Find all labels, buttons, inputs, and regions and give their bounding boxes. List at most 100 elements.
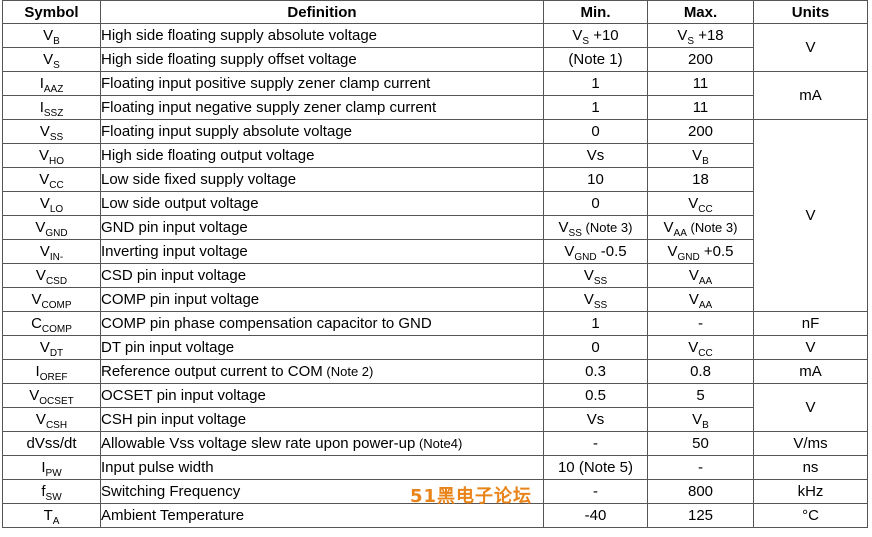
max-cell: VGND +0.5 xyxy=(647,239,754,264)
min-cell: VGND -0.5 xyxy=(543,239,648,264)
definition-cell: COMP pin phase compensation capacitor to… xyxy=(100,311,544,336)
table-row: VCSH CSH pin input voltage Vs VB xyxy=(2,407,868,432)
units-cell: nF xyxy=(753,311,868,336)
max-cell: 50 xyxy=(647,431,754,456)
max-cell: VAA xyxy=(647,287,754,312)
min-cell: Vs xyxy=(543,143,648,168)
table-row: VHO High side floating output voltage Vs… xyxy=(2,143,868,168)
max-cell: 125 xyxy=(647,503,754,528)
symbol-cell: VS xyxy=(2,47,101,72)
definition-cell: Allowable Vss voltage slew rate upon pow… xyxy=(100,431,544,456)
definition-cell: OCSET pin input voltage xyxy=(100,383,544,408)
max-cell: 800 xyxy=(647,479,754,504)
symbol-cell: fSW xyxy=(2,479,101,504)
table-row: VDT DT pin input voltage 0 VCC V xyxy=(2,335,868,360)
definition-cell: DT pin input voltage xyxy=(100,335,544,360)
max-cell: 11 xyxy=(647,71,754,96)
symbol-cell: VSS xyxy=(2,119,101,144)
header-row: Symbol Definition Min. Max. Units xyxy=(2,0,868,24)
symbol-cell: VCC xyxy=(2,167,101,192)
ratings-table: Symbol Definition Min. Max. Units VB Hig… xyxy=(2,0,868,528)
header-min: Min. xyxy=(543,0,648,24)
max-cell: VAA (Note 3) xyxy=(647,215,754,240)
table-row: VCC Low side fixed supply voltage 10 18 xyxy=(2,167,868,192)
definition-cell: Ambient Temperature xyxy=(100,503,544,528)
max-cell: 11 xyxy=(647,95,754,120)
definition-cell: GND pin input voltage xyxy=(100,215,544,240)
symbol-cell: VLO xyxy=(2,191,101,216)
min-cell: - xyxy=(543,431,648,456)
max-cell: 18 xyxy=(647,167,754,192)
symbol-cell: IPW xyxy=(2,455,101,480)
definition-cell: CSH pin input voltage xyxy=(100,407,544,432)
definition-cell: Low side output voltage xyxy=(100,191,544,216)
min-cell: 0 xyxy=(543,119,648,144)
definition-cell: Reference output current to COM (Note 2) xyxy=(100,359,544,384)
symbol-cell: VB xyxy=(2,23,101,48)
min-cell: Vs xyxy=(543,407,648,432)
min-cell: 1 xyxy=(543,311,648,336)
table-row: fSW Switching Frequency - 800 kHz xyxy=(2,479,868,504)
symbol-cell: VDT xyxy=(2,335,101,360)
units-cell: V/ms xyxy=(753,431,868,456)
units-cell: V xyxy=(753,119,868,312)
min-cell: VS +10 xyxy=(543,23,648,48)
min-cell: VSS xyxy=(543,263,648,288)
min-cell: 10 (Note 5) xyxy=(543,455,648,480)
watermark-text: 51黑电子论坛 xyxy=(410,486,533,507)
units-cell: V xyxy=(753,335,868,360)
max-cell: - xyxy=(647,455,754,480)
symbol-cell: VCSD xyxy=(2,263,101,288)
definition-cell: CSD pin input voltage xyxy=(100,263,544,288)
min-cell: -40 xyxy=(543,503,648,528)
header-symbol: Symbol xyxy=(2,0,101,24)
definition-cell: High side floating supply offset voltage xyxy=(100,47,544,72)
symbol-cell: VHO xyxy=(2,143,101,168)
min-cell: 0 xyxy=(543,191,648,216)
table-row: dVss/dt Allowable Vss voltage slew rate … xyxy=(2,431,868,456)
min-cell: 0.5 xyxy=(543,383,648,408)
definition-cell: Input pulse width xyxy=(100,455,544,480)
min-cell: 0 xyxy=(543,335,648,360)
table-row: VGND GND pin input voltage VSS (Note 3) … xyxy=(2,215,868,240)
min-cell: 1 xyxy=(543,95,648,120)
table-row: IPW Input pulse width 10 (Note 5) - ns xyxy=(2,455,868,480)
units-cell: V xyxy=(753,383,868,432)
max-cell: 200 xyxy=(647,119,754,144)
symbol-cell: CCOMP xyxy=(2,311,101,336)
symbol-cell: TA xyxy=(2,503,101,528)
max-cell: VB xyxy=(647,143,754,168)
table-row: VS High side floating supply offset volt… xyxy=(2,47,868,72)
table-row: VCSD CSD pin input voltage VSS VAA xyxy=(2,263,868,288)
symbol-cell: VIN- xyxy=(2,239,101,264)
min-cell: - xyxy=(543,479,648,504)
definition-cell: Switching Frequency xyxy=(100,479,544,504)
table-row: IAAZ Floating input positive supply zene… xyxy=(2,71,868,120)
units-cell: mA xyxy=(753,71,868,120)
min-cell: (Note 1) xyxy=(543,47,648,72)
symbol-cell: VCOMP xyxy=(2,287,101,312)
definition-cell: Floating input negative supply zener cla… xyxy=(100,95,544,120)
min-cell: 0.3 xyxy=(543,359,648,384)
table-row: CCOMP COMP pin phase compensation capaci… xyxy=(2,311,868,336)
definition-cell: Low side fixed supply voltage xyxy=(100,167,544,192)
max-cell: - xyxy=(647,311,754,336)
table-row: ISSZ Floating input negative supply zene… xyxy=(2,95,868,120)
definition-cell: Floating input positive supply zener cla… xyxy=(100,71,544,96)
symbol-cell: ISSZ xyxy=(2,95,101,120)
max-cell: VCC xyxy=(647,191,754,216)
max-cell: VS +18 xyxy=(647,23,754,48)
symbol-cell: IOREF xyxy=(2,359,101,384)
units-cell: mA xyxy=(753,359,868,384)
definition-cell: High side floating output voltage xyxy=(100,143,544,168)
max-cell: VB xyxy=(647,407,754,432)
min-cell: VSS (Note 3) xyxy=(543,215,648,240)
definition-cell: Floating input supply absolute voltage xyxy=(100,119,544,144)
table-row: VOCSET OCSET pin input voltage 0.5 5 V xyxy=(2,383,868,432)
max-cell: 200 xyxy=(647,47,754,72)
symbol-cell: VCSH xyxy=(2,407,101,432)
min-cell: VSS xyxy=(543,287,648,312)
table-row: VLO Low side output voltage 0 VCC xyxy=(2,191,868,216)
min-cell: 10 xyxy=(543,167,648,192)
max-cell: 5 xyxy=(647,383,754,408)
